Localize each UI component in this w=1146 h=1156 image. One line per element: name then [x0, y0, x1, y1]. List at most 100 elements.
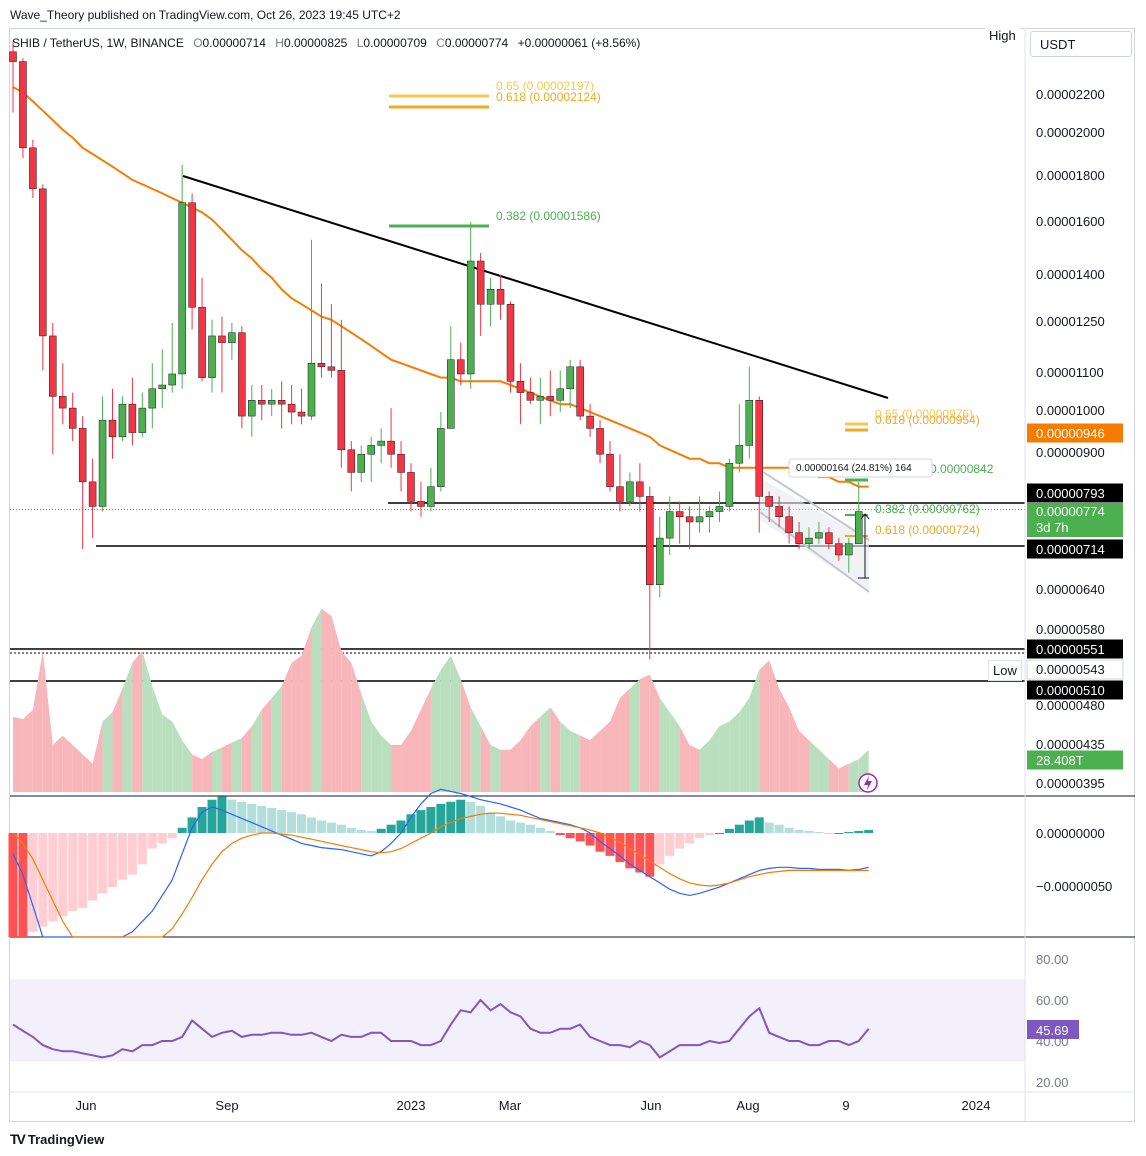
- macd-histogram-bar: [496, 816, 506, 833]
- candle-body: [546, 396, 555, 401]
- volume-area-segment: [649, 674, 660, 792]
- macd-histogram-bar: [734, 824, 744, 833]
- volume-area-segment: [82, 754, 93, 792]
- candle: [228, 322, 236, 360]
- volume-area-segment: [142, 651, 153, 792]
- candle: [795, 521, 803, 550]
- macd-histogram-bar: [277, 810, 287, 833]
- volume-area-segment: [301, 627, 312, 792]
- y-axis-label: 0.00002200: [1036, 87, 1105, 102]
- high-key: H: [275, 36, 284, 50]
- macd-histogram-bar: [326, 822, 336, 833]
- macd-histogram-bar: [426, 807, 436, 833]
- volume-area-segment: [92, 721, 103, 792]
- candle-body: [755, 400, 763, 497]
- candle: [407, 463, 415, 512]
- macd-histogram-group: [8, 796, 874, 937]
- candle-body: [626, 481, 634, 502]
- candle: [148, 363, 157, 429]
- volume-area-segment: [470, 707, 481, 792]
- currency-button[interactable]: USDT: [1030, 31, 1132, 57]
- x-axis-label: 2023: [397, 1098, 426, 1113]
- macd-histogram-bar: [814, 831, 824, 833]
- macd-histogram-bar: [864, 829, 874, 833]
- change-value: +0.00000061 (+8.56%): [517, 36, 641, 50]
- candle: [636, 463, 644, 512]
- candle-body: [168, 373, 176, 386]
- candle: [695, 496, 704, 533]
- candle: [59, 363, 67, 425]
- volume-area-segment: [311, 608, 322, 792]
- volume-area-segment: [231, 737, 242, 792]
- volume-area-segment: [351, 662, 362, 792]
- macd-histogram-bar: [396, 820, 406, 833]
- candle: [457, 342, 465, 386]
- macd-histogram-bar: [68, 833, 78, 911]
- volume-area-segment: [828, 759, 839, 792]
- macd-histogram-bar: [416, 810, 426, 833]
- macd-histogram-bar: [346, 827, 356, 833]
- candle: [745, 366, 754, 459]
- symbol-name[interactable]: SHIB / TetherUS, 1W, BINANCE: [12, 36, 184, 50]
- volume-area-segment: [719, 721, 730, 792]
- rsi-band: [10, 979, 1025, 1062]
- macd-histogram-bar: [804, 830, 814, 833]
- candle-body: [118, 403, 127, 438]
- macd-histogram-bar: [287, 812, 297, 833]
- volume-area-segment: [52, 735, 63, 792]
- high-value: 0.00000825: [283, 36, 348, 50]
- macd-histogram-bar: [575, 833, 585, 842]
- volume-area-segment: [72, 745, 83, 792]
- candle: [327, 304, 336, 378]
- volume-area-segment: [331, 615, 342, 792]
- candle: [665, 496, 674, 555]
- candle-body: [466, 260, 475, 375]
- volume-area-segment: [709, 726, 720, 792]
- tradingview-logo[interactable]: TV TradingView: [10, 1131, 104, 1147]
- macd-histogram-bar: [356, 829, 366, 833]
- candle-body: [208, 335, 216, 378]
- volume-area-segment: [42, 651, 53, 792]
- macd-histogram-bar: [78, 833, 88, 908]
- macd-histogram-bar: [635, 833, 645, 873]
- fib-label-right: 0.00000842: [930, 462, 994, 476]
- candle-body: [636, 481, 644, 497]
- candle-body: [188, 202, 196, 308]
- macd-histogram-bar: [157, 833, 167, 844]
- macd-histogram-bar: [506, 820, 515, 833]
- candle: [248, 385, 256, 437]
- candle-body: [785, 516, 793, 533]
- candle-body: [148, 388, 157, 409]
- volume-area-segment: [420, 688, 431, 792]
- candle-body: [317, 362, 326, 368]
- ema-price-tag-bg: [1027, 423, 1123, 443]
- macd-histogram-bar: [625, 833, 635, 869]
- candle: [258, 385, 266, 421]
- candle-body: [447, 359, 455, 429]
- volume-area-segment: [411, 709, 421, 792]
- candle-body: [815, 532, 823, 539]
- macd-histogram-bar: [585, 833, 595, 846]
- candle: [466, 222, 475, 389]
- macd-histogram-bar: [824, 833, 834, 834]
- volume-area-segment: [590, 730, 601, 792]
- x-axis-label: Aug: [736, 1098, 759, 1113]
- macd-histogram-bar: [177, 827, 187, 833]
- y-axis-label: 0.00000640: [1036, 582, 1105, 597]
- macd-histogram-bar: [655, 833, 665, 865]
- macd-histogram-bar: [555, 833, 565, 836]
- candle-body: [78, 428, 87, 483]
- level-tag-793-bg: [1027, 483, 1123, 503]
- candle-body: [248, 400, 256, 417]
- candle: [128, 377, 137, 446]
- candle: [556, 370, 564, 413]
- candle-body: [855, 511, 863, 544]
- candle: [307, 239, 316, 421]
- macd-histogram-bar: [675, 833, 685, 849]
- candle-body: [805, 537, 813, 544]
- macd-histogram-bar: [844, 831, 854, 833]
- volume-area-segment: [430, 669, 441, 792]
- chart-frame: [9, 28, 1135, 1122]
- candle: [417, 481, 425, 517]
